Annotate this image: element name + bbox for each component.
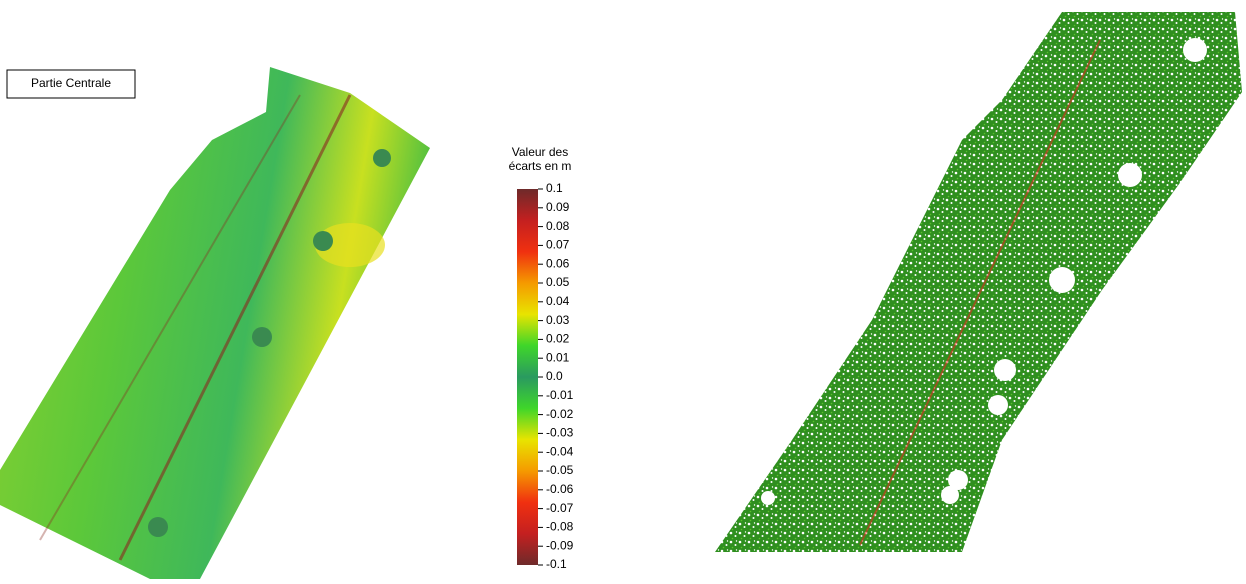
tick-label: 0.04 <box>546 294 570 308</box>
tick-label: -0.01 <box>546 388 574 402</box>
colorbar-title: écarts en m <box>509 159 572 173</box>
tick-label: -0.09 <box>546 538 574 552</box>
point-cloud <box>715 12 1242 552</box>
marker <box>148 517 168 537</box>
colorbar: Valeur des écarts en m 0.1 0.09 0.08 0.07 0.… <box>509 145 574 571</box>
left-map <box>0 67 430 579</box>
tick-label: 0.07 <box>546 238 570 252</box>
tick-label: -0.08 <box>546 520 574 534</box>
tick-label: -0.1 <box>546 557 567 571</box>
gap <box>1118 163 1142 187</box>
tick-label: -0.04 <box>546 444 574 458</box>
gap <box>1183 38 1207 62</box>
highlight <box>315 223 385 267</box>
label-box <box>6 69 136 99</box>
marker <box>313 231 333 251</box>
tick-label: 0.0 <box>546 369 563 383</box>
gap <box>988 395 1008 415</box>
label: Partie Centrale <box>31 76 111 90</box>
marker <box>373 149 391 167</box>
tick-label: -0.03 <box>546 426 574 440</box>
colorbar-scale <box>517 189 538 565</box>
tick-label: 0.02 <box>546 332 570 346</box>
tick-label: 0.1 <box>546 181 563 195</box>
tick-label: -0.02 <box>546 407 574 421</box>
tick-label: -0.07 <box>546 501 574 515</box>
tick-label: -0.06 <box>546 482 574 496</box>
tick-label: -0.05 <box>546 463 574 477</box>
streak <box>859 39 1101 546</box>
tick-label: 0.08 <box>546 219 570 233</box>
deviation-map <box>0 67 430 579</box>
tick-label: 0.06 <box>546 256 570 270</box>
gap <box>948 470 968 490</box>
streak <box>118 94 352 561</box>
marker <box>252 327 272 347</box>
colorbar-title: Valeur des <box>512 145 568 159</box>
gap <box>941 486 959 504</box>
tick-label: 0.01 <box>546 350 570 364</box>
right-map <box>715 12 1242 552</box>
tick-label: 0.05 <box>546 275 570 289</box>
streak <box>39 94 301 541</box>
gap <box>1049 267 1075 293</box>
gap <box>761 491 775 505</box>
gap <box>994 359 1016 381</box>
tick-label: 0.03 <box>546 313 570 327</box>
tick-label: 0.09 <box>546 200 570 214</box>
